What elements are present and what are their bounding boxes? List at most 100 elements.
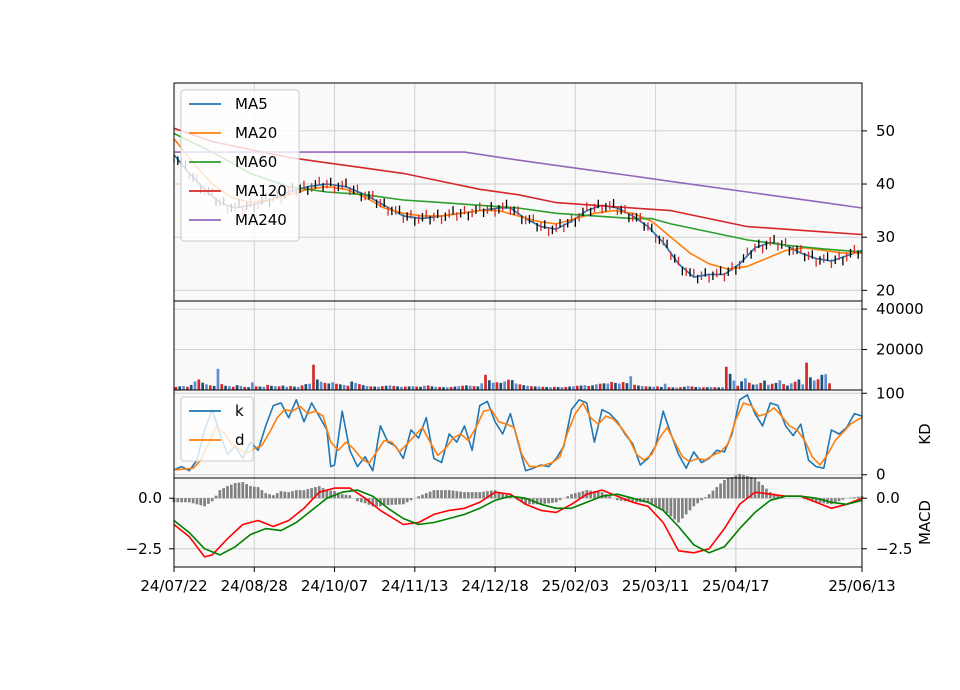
macd-histogram-bar [459,491,463,499]
macd-histogram-bar [275,493,279,499]
volume-bar [717,387,721,390]
macd-histogram-bar [547,498,550,504]
volume-bar [518,384,522,390]
macd-histogram-bar [237,482,241,499]
macd-histogram-bar [688,498,692,511]
macd-histogram-bar [222,488,226,499]
macd-histogram-bar [803,498,807,500]
volume-bar [476,386,480,390]
macd-histogram-bar [210,498,214,502]
macd-histogram-bar [734,475,738,499]
volume-bar [713,387,717,390]
macd-histogram-bar [543,498,547,504]
volume-bar [637,385,640,390]
volume-bar [541,386,545,390]
volume-bar [763,380,766,390]
volume-bar [690,386,694,390]
macd-histogram-bar [849,497,852,499]
macd-histogram-bar [180,498,183,503]
macd-histogram-bar [768,492,772,499]
volume-bar [445,387,449,390]
volume-bar [633,384,636,390]
volume-bar [751,384,755,390]
macd-histogram-bar [711,490,715,499]
volume-bar [759,382,763,390]
volume-bar [533,386,537,390]
macd-histogram-bar [203,498,206,507]
panel-background [174,390,862,478]
volume-bar [770,383,774,390]
y-tick-label-right: −2.5 [876,540,912,558]
volume-bar [598,383,602,390]
volume-bar [537,386,541,390]
volume-bar [495,382,499,390]
macd-histogram-bar [474,492,478,499]
series-line-dea [173,489,863,556]
volume-bar [625,383,629,390]
macd-histogram-bar [478,492,482,499]
macd-histogram-bar [245,484,248,499]
macd-histogram-bar [486,491,489,499]
macd-histogram-bar [447,490,451,499]
macd-histogram-bar [661,498,665,511]
volume-bar [556,386,560,390]
volume-bar [312,364,315,390]
macd-histogram-bar [493,490,497,499]
macd-histogram-bar [294,490,298,499]
macd-histogram-bar [856,496,860,499]
macd-histogram-bar [344,494,348,499]
volume-bar [698,387,701,390]
macd-histogram-bar [497,491,501,499]
y-tick-label-right: 40 [876,175,895,193]
volume-bar [778,380,782,390]
macd-histogram-bar [417,496,420,499]
volume-bar [663,383,667,390]
volume-bar [549,387,552,390]
x-tick-label: 24/12/18 [461,577,528,595]
volume-bar [388,385,392,390]
volume-bar [491,382,495,390]
volume-bar [380,386,384,390]
volume-bar [247,387,250,390]
volume-bar [575,385,579,390]
macd-histogram-bar [214,495,218,499]
volume-bar [346,385,350,390]
panel-price: 20 30 40 50 MA5 MA20 MA60 MA120 MA240 [173,82,895,302]
macd-histogram-bar [669,498,673,517]
macd-histogram-bar [814,498,818,503]
volume-bar [285,386,289,390]
volume-bar [216,368,220,390]
macd-histogram-bar [298,490,302,499]
volume-bar [315,379,319,390]
macd-histogram-bar [444,490,447,499]
macd-histogram-bar [233,483,237,499]
volume-bar [319,381,323,390]
macd-histogram-bar [830,498,833,505]
macd-histogram-bar [314,487,317,499]
volume-bar [667,387,671,390]
macd-histogram-bar [279,491,283,499]
macd-histogram-bar [390,498,394,505]
macd-histogram-bar [394,498,398,505]
volume-bar [487,380,491,390]
volume-bar [824,374,828,390]
macd-histogram-bar [401,498,405,505]
volume-bar [411,386,415,390]
volume-bar [358,384,361,390]
macd-histogram-bar [554,498,558,503]
macd-histogram-bar [195,498,199,505]
macd-histogram-bar [176,498,180,503]
x-tick-label: 25/03/11 [622,577,689,595]
volume-bar [503,381,506,390]
volume-bar [262,386,266,390]
y-tick-label-left: −2.5 [126,540,162,558]
x-tick-label: 24/08/28 [221,577,288,595]
y-tick-label-right: 100 [876,384,905,402]
macd-histogram-bar [837,498,841,502]
macd-histogram-bar [650,498,654,505]
macd-histogram-bar [658,498,661,509]
volume-bar [296,386,300,390]
macd-histogram-bar [348,495,352,499]
volume-bar [732,380,736,390]
volume-bar [694,386,698,390]
